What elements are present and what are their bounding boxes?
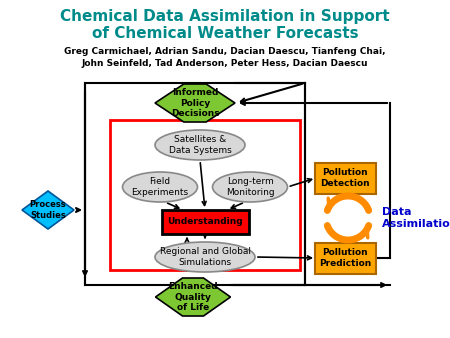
Ellipse shape	[155, 130, 245, 160]
Text: Regional and Global
Simulations: Regional and Global Simulations	[159, 247, 251, 267]
Bar	[110, 120, 300, 270]
FancyBboxPatch shape	[315, 163, 375, 193]
Text: Chemical Data Assimilation in Support: Chemical Data Assimilation in Support	[60, 8, 390, 24]
Bar	[85, 83, 305, 285]
Ellipse shape	[155, 242, 255, 272]
Text: Pollution
Prediction: Pollution Prediction	[319, 248, 371, 268]
Text: Long-term
Monitoring: Long-term Monitoring	[226, 177, 274, 197]
Polygon shape	[156, 278, 230, 316]
Text: Satellites &
Data Systems: Satellites & Data Systems	[169, 135, 231, 155]
FancyBboxPatch shape	[315, 242, 375, 273]
Text: Informed
Policy
Decisions: Informed Policy Decisions	[171, 88, 219, 118]
FancyBboxPatch shape	[162, 210, 248, 234]
Polygon shape	[22, 191, 74, 229]
Text: of Chemical Weather Forecasts: of Chemical Weather Forecasts	[92, 25, 358, 41]
Ellipse shape	[122, 172, 198, 202]
Text: John Seinfeld, Tad Anderson, Peter Hess, Dacian Daescu: John Seinfeld, Tad Anderson, Peter Hess,…	[82, 59, 368, 69]
Text: Enhanced
Quality
of Life: Enhanced Quality of Life	[168, 282, 218, 312]
Text: Pollution
Detection: Pollution Detection	[320, 168, 370, 188]
Text: Data
Assimilation: Data Assimilation	[382, 207, 450, 229]
Text: Greg Carmichael, Adrian Sandu, Dacian Daescu, Tianfeng Chai,: Greg Carmichael, Adrian Sandu, Dacian Da…	[64, 48, 386, 56]
Text: Process
Studies: Process Studies	[30, 200, 66, 220]
Ellipse shape	[212, 172, 288, 202]
Text: Understanding: Understanding	[167, 217, 243, 226]
Text: Field
Experiments: Field Experiments	[131, 177, 189, 197]
Polygon shape	[155, 84, 235, 122]
